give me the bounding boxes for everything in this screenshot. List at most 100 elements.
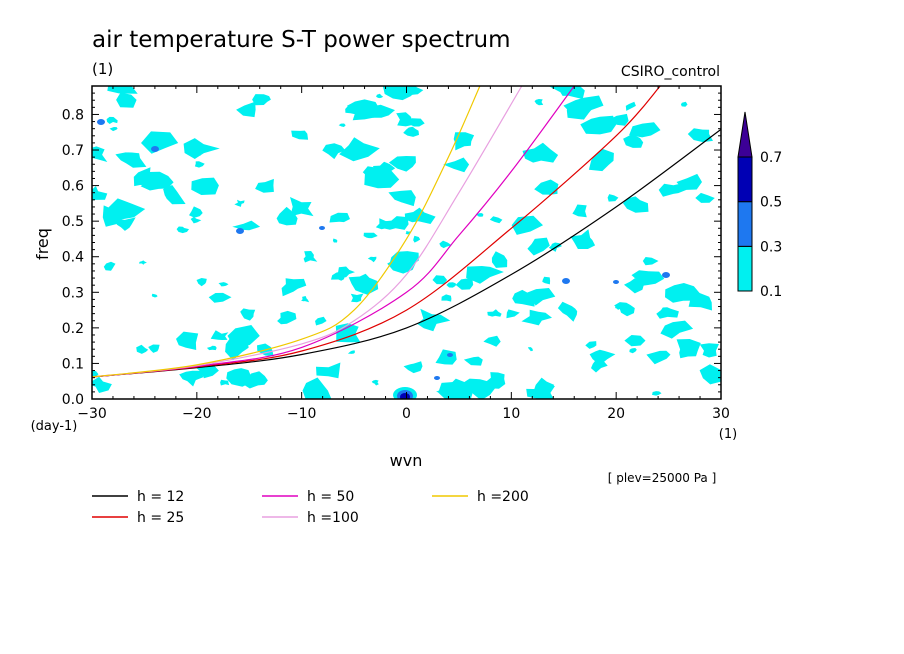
contour-patch xyxy=(623,196,649,213)
contour-patch xyxy=(646,350,671,365)
contour-patch xyxy=(388,190,416,207)
contour-patch xyxy=(588,148,614,172)
contour-patch xyxy=(329,212,350,223)
contour-patch xyxy=(388,156,416,172)
contour-patch xyxy=(439,240,452,249)
contour-patch xyxy=(234,199,245,207)
contour-patch xyxy=(526,382,555,399)
contour-patch xyxy=(453,132,475,151)
contour-patch xyxy=(511,215,543,235)
x-tick-label: 0 xyxy=(402,406,411,422)
contour-patch xyxy=(195,364,219,379)
contour-patch xyxy=(336,145,344,152)
contour-patch xyxy=(382,86,418,101)
contour-patch xyxy=(367,256,377,263)
x-tick-label: 20 xyxy=(607,406,625,422)
contour-patch xyxy=(607,194,619,202)
contour-patch xyxy=(676,339,701,359)
contour-patches xyxy=(92,86,721,399)
contour-patch xyxy=(301,296,310,303)
contour-patch xyxy=(687,128,713,143)
contour-patch xyxy=(521,309,552,326)
y-tick-label: 0.6 xyxy=(62,179,84,195)
contour-patch xyxy=(92,376,112,393)
contour-patch xyxy=(522,142,559,163)
contour-patch xyxy=(183,138,220,159)
y-tick-label: 0.4 xyxy=(62,250,84,266)
contour-patch xyxy=(115,152,147,168)
y-tick-label: 0.2 xyxy=(62,321,84,337)
contour-patch xyxy=(116,217,136,231)
colorbar-arrow xyxy=(737,111,753,158)
contour-patch xyxy=(432,275,448,285)
contour-patch xyxy=(487,309,502,317)
contour-patch xyxy=(631,270,665,287)
contour-patch xyxy=(665,283,700,303)
series-line-3 xyxy=(92,86,523,378)
contour-patch xyxy=(376,93,384,99)
contour-patch xyxy=(332,238,338,243)
legend: h = 12 h = 25 h = 50 h =100 h =200 xyxy=(92,489,529,526)
contour-patch xyxy=(699,343,719,358)
y-tick-label: 0.0 xyxy=(62,392,84,408)
contour-patch xyxy=(625,101,636,111)
x-tick-label: −30 xyxy=(77,406,107,422)
contour-patch xyxy=(660,320,694,339)
contour-patch xyxy=(624,335,646,347)
legend-label-4: h =200 xyxy=(477,489,529,505)
plot-background xyxy=(92,86,721,399)
y-tick-label: 0.7 xyxy=(62,143,84,159)
contour-patch xyxy=(580,115,617,135)
contour-patch-strong xyxy=(447,353,453,357)
x-tick-label: −20 xyxy=(182,406,212,422)
contour-patch xyxy=(527,237,550,256)
contour-patch xyxy=(236,101,256,118)
contour-patch xyxy=(240,308,256,321)
contour-patch xyxy=(116,92,137,108)
contour-patch xyxy=(303,251,318,263)
contour-patch xyxy=(436,378,473,399)
contour-patch-strong xyxy=(562,278,570,284)
x-axis-unit: (1) xyxy=(719,427,737,442)
contour-patch xyxy=(629,348,637,354)
series-line-4 xyxy=(92,86,481,378)
contour-patch xyxy=(658,183,687,197)
contour-patch xyxy=(176,331,199,350)
contour-patch xyxy=(339,137,380,162)
legend-label-2: h = 50 xyxy=(307,489,354,505)
contour-patch xyxy=(483,335,501,347)
y-tick-label: 0.3 xyxy=(62,285,84,301)
contour-patch xyxy=(133,167,151,187)
y-tick-label: 0.5 xyxy=(62,214,84,230)
contour-patch xyxy=(106,116,118,124)
series-line-1 xyxy=(92,86,661,378)
colorbar-label: 0.5 xyxy=(760,195,782,211)
contour-patch xyxy=(461,378,496,399)
contour-patch xyxy=(366,104,395,118)
x-tick-label: 30 xyxy=(712,406,730,422)
y-tick-label: 0.1 xyxy=(62,356,84,372)
contour-patch xyxy=(680,101,688,107)
contour-patch xyxy=(591,359,608,373)
contour-patch xyxy=(106,198,146,221)
contour-patch xyxy=(506,309,520,319)
contour-patch xyxy=(486,372,506,389)
contour-patch xyxy=(417,308,451,332)
chart-units: (1) xyxy=(92,60,113,78)
contour-patch-strong xyxy=(151,146,159,152)
contour-patch xyxy=(208,292,232,303)
dataset-label: CSIRO_control xyxy=(621,64,720,80)
contour-patch xyxy=(225,334,249,361)
contour-patch xyxy=(405,230,411,235)
contour-patch xyxy=(607,113,629,126)
contour-patch xyxy=(350,293,364,303)
contour-patch xyxy=(316,362,341,379)
contour-patch xyxy=(151,293,158,298)
contour-patch xyxy=(629,122,661,138)
contour-patch xyxy=(566,100,592,120)
contour-patch xyxy=(489,216,503,224)
contour-patch xyxy=(695,192,715,203)
contour-patch xyxy=(413,235,421,243)
contour-patch-strong xyxy=(236,228,244,234)
